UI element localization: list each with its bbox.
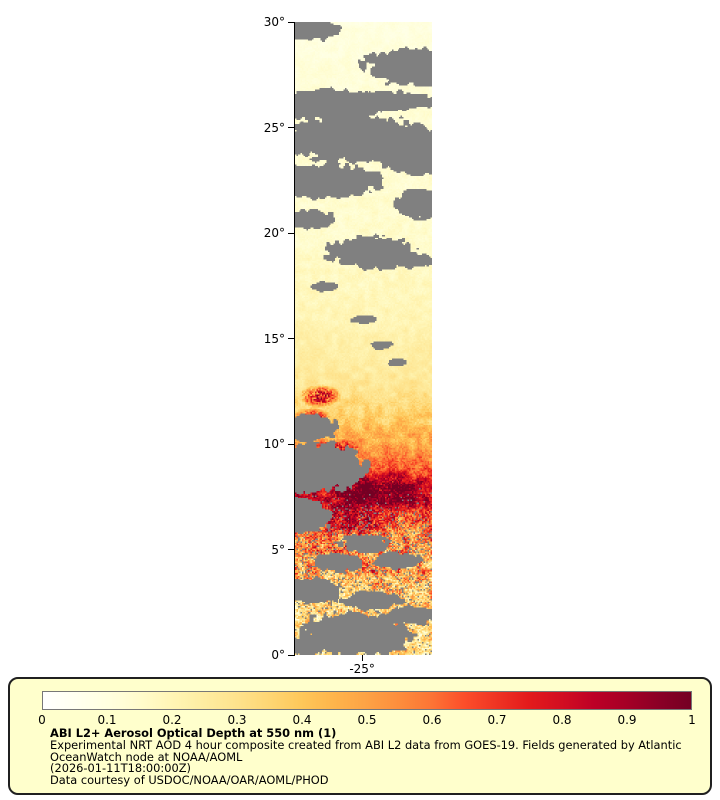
colorbar-ticks: 0 0.1 0.2 0.3 0.4 0.5 0.6 0.7 0.8 0.9 1 (38, 713, 696, 727)
colorbar-tick-label: 0.2 (162, 713, 182, 727)
latitude-tick-label: 10° (263, 437, 285, 451)
colorbar-tick-label: 1 (688, 713, 696, 727)
colorbar-tick-label: 0.6 (422, 713, 442, 727)
colorbar-tick-label: 0.3 (227, 713, 247, 727)
latitude-tick (288, 443, 295, 445)
longitude-tick-label: -25° (349, 662, 375, 676)
legend-title: ABI L2+ Aerosol Optical Depth at 550 nm … (50, 726, 337, 740)
longitude-tick (361, 655, 363, 661)
latitude-tick (288, 21, 295, 23)
colorbar-tick-label: 0.1 (97, 713, 117, 727)
colorbar-tick-label: 0.7 (487, 713, 507, 727)
latitude-tick (288, 338, 295, 339)
colorbar-tick-label: 0 (38, 713, 46, 727)
latitude-tick-label: 5° (271, 542, 285, 557)
latitude-tick-label: 0° (271, 648, 285, 662)
colorbar-gradient (42, 691, 692, 710)
legend-desc-line-1: Experimental NRT AOD 4 hour composite cr… (50, 737, 682, 752)
colorbar-tick-label: 0.5 (357, 713, 377, 727)
latitude-tick (288, 549, 295, 550)
colorbar-tick-label: 0.4 (292, 713, 312, 727)
latitude-tick-label: 30° (263, 15, 285, 29)
latitude-tick-label: 25° (263, 120, 285, 135)
legend-box: 0 0.1 0.2 0.3 0.4 0.5 0.6 0.7 0.8 0.9 1 ABI L2+ Ae… (8, 677, 712, 795)
legend-text-block: ABI L2+ Aerosol Optical Depth at 550 nm … (50, 726, 682, 788)
latitude-tick-label: 20° (263, 226, 285, 240)
colorbar-tick-label: 0.8 (552, 713, 572, 727)
latitude-tick (288, 654, 295, 656)
latitude-tick (288, 232, 295, 234)
legend-timestamp: (2026-01-11T18:00:00Z) (50, 761, 192, 776)
map-plot-area: 0° 5° 10° 15° 20° 25° 30° -25° (264, 15, 432, 676)
legend-courtesy-line: Data courtesy of USDOC/NOAA/OAR/AOML/PHO… (50, 773, 329, 788)
legend-desc-line-2: OceanWatch node at NOAA/AOML (50, 749, 243, 764)
latitude-tick-label: 15° (263, 331, 285, 346)
aod-map-canvas (295, 22, 432, 655)
colorbar-tick-label: 0.9 (617, 713, 637, 727)
latitude-tick (288, 127, 295, 128)
